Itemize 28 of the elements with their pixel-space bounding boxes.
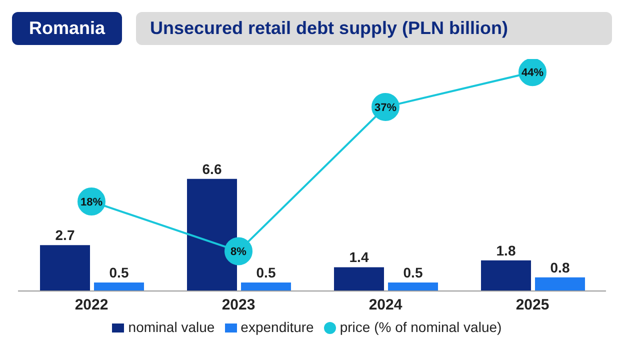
legend-label: expenditure	[240, 319, 314, 335]
bar	[481, 260, 531, 291]
data-label: 8%	[230, 246, 247, 258]
data-label: 18%	[80, 196, 103, 208]
bar	[535, 277, 585, 291]
x-tick-label: 2024	[368, 296, 403, 314]
x-tick-label: 2022	[74, 296, 108, 314]
chart-subtitle: Romania	[12, 12, 122, 45]
data-label: 44%	[521, 67, 544, 80]
legend-label: nominal value	[128, 319, 215, 335]
chart-title: Unsecured retail debt supply (PLN billion)	[136, 12, 612, 45]
data-label: 2.7	[55, 227, 75, 244]
data-label: 6.6	[202, 160, 222, 177]
legend-label: price (% of nominal value)	[340, 319, 502, 335]
data-label: 37%	[374, 102, 397, 114]
bar	[241, 282, 291, 291]
data-label: 0.5	[109, 264, 129, 281]
x-tick-label: 2025	[516, 296, 550, 314]
bar	[94, 282, 144, 291]
data-label: 0.5	[256, 264, 276, 281]
bar	[388, 282, 438, 291]
data-label: 0.8	[550, 259, 570, 276]
bar	[334, 267, 384, 291]
data-label: 1.8	[496, 242, 516, 258]
data-label: 1.4	[349, 249, 369, 266]
bar	[40, 245, 90, 291]
data-label: 0.5	[403, 264, 423, 281]
x-tick-label: 2023	[222, 296, 256, 314]
